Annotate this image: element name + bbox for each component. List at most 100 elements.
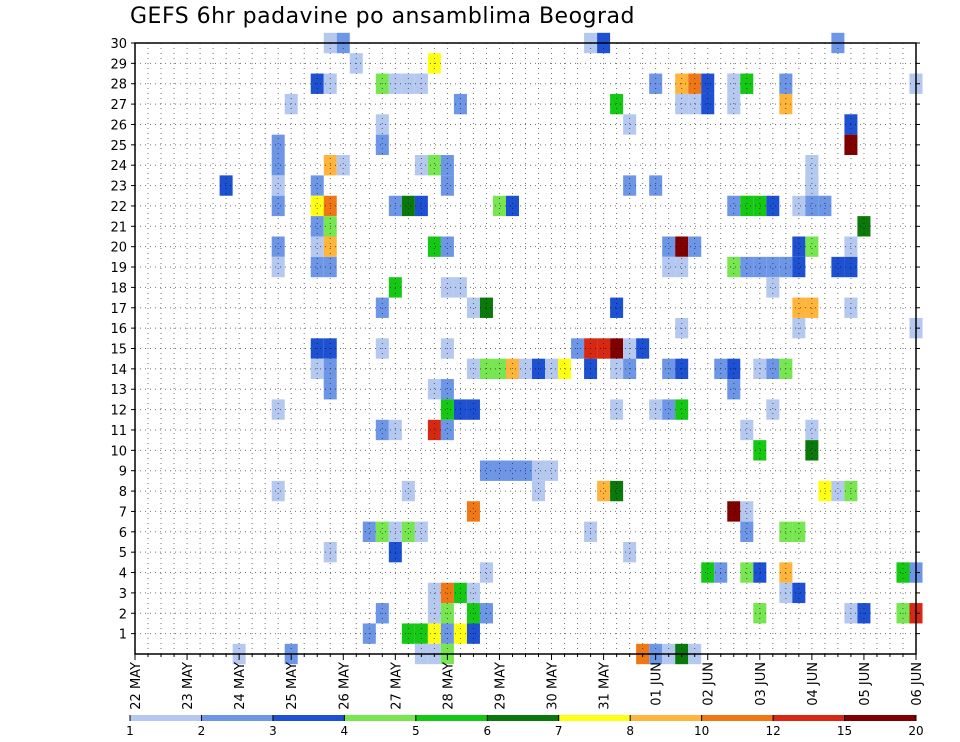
- heatmap-cell: [727, 501, 741, 522]
- y-tick-label: 19: [110, 261, 127, 276]
- heatmap-cell: [792, 582, 806, 604]
- heatmap-cell: [440, 155, 454, 176]
- heatmap-cell: [479, 562, 493, 583]
- colorbar-segment: [630, 715, 702, 721]
- heatmap-cell: [701, 93, 715, 115]
- x-tick-label: 29 MAY: [494, 662, 509, 710]
- colorbar-label: 1: [126, 724, 134, 738]
- heatmap-cell: [753, 195, 767, 217]
- heatmap-cell: [662, 399, 676, 420]
- x-tick-label: 06 JUN: [910, 662, 925, 706]
- y-tick-label: 8: [119, 485, 127, 500]
- y-tick-label: 2: [119, 607, 127, 622]
- colorbar-segment: [272, 715, 345, 721]
- heatmap-cell: [857, 216, 871, 237]
- heatmap-cell: [466, 582, 480, 604]
- y-tick-label: 14: [110, 363, 127, 378]
- heatmap-cell: [688, 236, 702, 257]
- y-tick-label: 23: [110, 180, 127, 195]
- heatmap-cell: [610, 93, 624, 115]
- heatmap-cell: [818, 195, 832, 217]
- heatmap-cell: [740, 562, 754, 583]
- heatmap-cell: [440, 419, 454, 441]
- y-tick-label: 24: [110, 159, 127, 174]
- y-tick-label: 6: [119, 526, 127, 541]
- heatmap-cell: [805, 236, 819, 257]
- x-tick-label: 03 JUN: [754, 662, 769, 706]
- y-tick-label: 17: [110, 302, 127, 317]
- heatmap-cell: [414, 195, 428, 217]
- y-tick-label: 21: [110, 220, 127, 235]
- heatmap-cell: [440, 175, 454, 196]
- heatmap-cell: [310, 216, 324, 237]
- heatmap-cell: [271, 155, 285, 176]
- y-tick-label: 30: [110, 37, 127, 52]
- heatmap-cell: [414, 155, 428, 176]
- heatmap-cell: [805, 440, 819, 461]
- heatmap-cell: [805, 175, 819, 196]
- y-tick-label: 28: [110, 78, 127, 93]
- heatmap-cell: [505, 460, 519, 481]
- heatmap-cell: [310, 236, 324, 257]
- heatmap-cell: [440, 277, 454, 298]
- heatmap-cell: [479, 297, 493, 318]
- x-axis: 22 MAY 23 MAY 24 MAY 25 MAY 26 MAY 27 MAY 28 M…: [129, 654, 925, 710]
- y-tick-label: 29: [110, 57, 127, 72]
- x-tick-label: 23 MAY: [181, 662, 196, 710]
- heatmap-cell: [466, 501, 480, 522]
- y-tick-label: 20: [110, 241, 127, 256]
- x-tick-label: 31 MAY: [598, 662, 613, 710]
- colorbar-label: 5: [412, 724, 420, 738]
- heatmap-cell: [427, 236, 441, 257]
- heatmap-cell: [310, 175, 324, 196]
- heatmap-cell: [375, 134, 389, 156]
- heatmap-cell: [427, 582, 441, 604]
- heatmap-cell: [271, 480, 285, 502]
- heatmap-cell: [753, 256, 767, 278]
- y-tick-label: 12: [110, 404, 127, 419]
- heatmap-cell: [219, 175, 233, 196]
- heatmap-cell: [701, 562, 715, 583]
- colorbar-label: 10: [694, 724, 709, 738]
- heatmap-cell: [623, 175, 637, 196]
- x-tick-label: 26 MAY: [337, 662, 352, 710]
- y-tick-label: 1: [119, 628, 127, 643]
- y-axis: 1234567891011121314151617181920212223242…: [110, 37, 920, 643]
- heatmap-cell: [597, 480, 611, 502]
- colorbar-segment: [344, 715, 416, 721]
- y-tick-label: 9: [119, 465, 127, 480]
- colorbar-label: 3: [269, 724, 277, 738]
- heatmap-cell: [545, 460, 559, 481]
- heatmap-cell: [610, 399, 624, 420]
- heatmap-cell: [610, 297, 624, 318]
- colorbar-segment: [844, 715, 916, 721]
- heatmap-cell: [271, 195, 285, 217]
- colorbar-segment: [773, 715, 845, 721]
- heatmap-cell: [766, 195, 780, 217]
- heatmap-cell: [427, 155, 441, 176]
- heatmap-cell: [896, 562, 910, 583]
- colorbar-segment: [487, 715, 559, 721]
- heatmap-cell: [727, 256, 741, 278]
- heatmap-cell: [740, 195, 754, 217]
- heatmap-cell: [831, 256, 845, 278]
- heatmap-cell: [271, 236, 285, 257]
- heatmap-cell: [740, 521, 754, 542]
- colorbar-label: 4: [341, 724, 349, 738]
- y-tick-label: 5: [119, 546, 127, 561]
- x-tick-label: 22 MAY: [129, 662, 144, 710]
- heatmap-cell: [310, 195, 324, 217]
- heatmap-cell: [375, 521, 389, 542]
- heatmap-cell: [505, 195, 519, 217]
- heatmap-cell: [440, 399, 454, 420]
- heatmap-cell: [440, 582, 454, 604]
- colorbar-segment: [701, 715, 774, 721]
- heatmap-cell: [310, 256, 324, 278]
- heatmap-cell: [427, 419, 441, 441]
- heatmap-cell: [401, 480, 415, 502]
- colorbar-segment: [130, 715, 202, 721]
- heatmap-cell: [727, 195, 741, 217]
- colorbar-segment: [201, 715, 273, 721]
- y-tick-label: 25: [110, 139, 127, 154]
